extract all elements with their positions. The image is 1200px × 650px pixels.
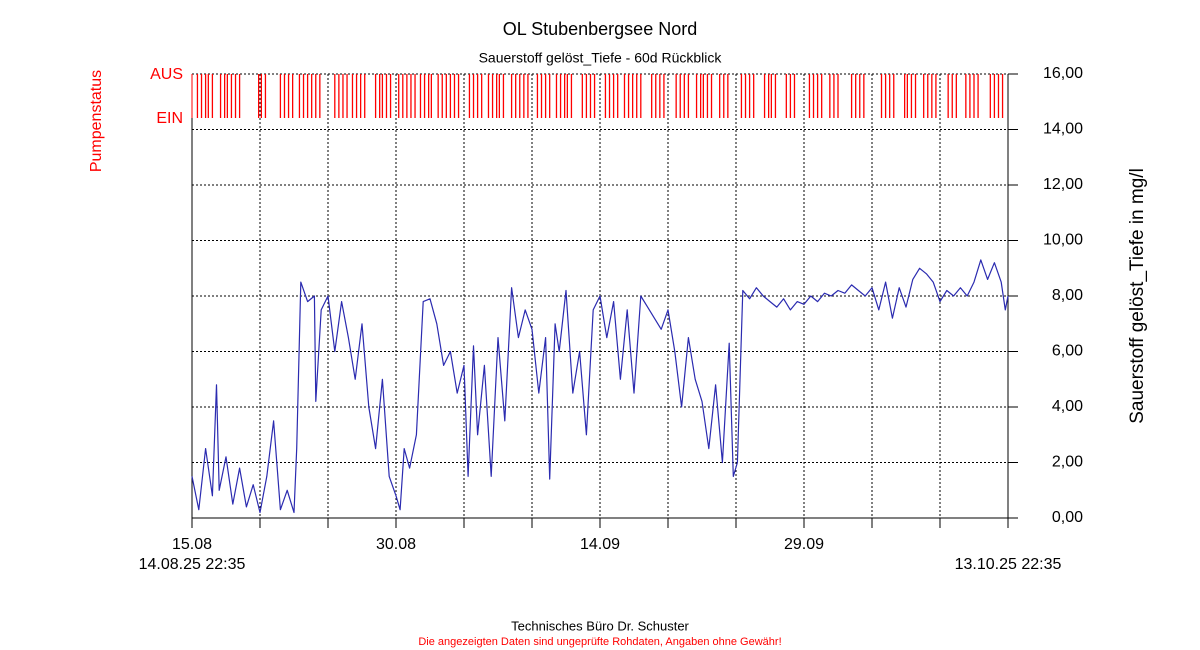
y-tick-label: 6,00 (1052, 343, 1083, 360)
footer: Technisches Büro Dr. Schuster (511, 618, 689, 633)
x-tick-label: 29.09 (784, 536, 824, 553)
y-tick-label: 0,00 (1052, 509, 1083, 526)
y-tick-label: 8,00 (1052, 287, 1083, 304)
x-tick-label: 14.09 (580, 536, 620, 553)
y-tick-label: 16,00 (1043, 65, 1083, 82)
y-tick-label: 4,00 (1052, 398, 1083, 415)
y-tick-label: 12,00 (1043, 176, 1083, 193)
y-axis-label: Sauerstoff gelöst_Tiefe in mg/l (1127, 168, 1148, 424)
chart-subtitle: Sauerstoff gelöst_Tiefe - 60d Rückblick (479, 50, 723, 66)
x-end-label: 13.10.25 22:35 (955, 556, 1062, 573)
y-tick-label: 14,00 (1043, 121, 1083, 138)
chart-title: OL Stubenbergsee Nord (503, 19, 697, 39)
x-tick-label: 30.08 (376, 536, 416, 553)
x-start-label: 14.08.25 22:35 (139, 556, 246, 573)
pump-state-label: EIN (156, 110, 183, 127)
y-tick-label: 2,00 (1052, 454, 1083, 471)
y-tick-label: 10,00 (1043, 232, 1083, 249)
data-line (191, 259, 1009, 514)
pump-state-label: AUS (150, 66, 183, 83)
pump-axis-label: Pumpenstatus (88, 70, 105, 172)
disclaimer: Die angezeigten Daten sind ungeprüfte Ro… (418, 636, 781, 648)
x-tick-label: 15.08 (172, 536, 212, 553)
